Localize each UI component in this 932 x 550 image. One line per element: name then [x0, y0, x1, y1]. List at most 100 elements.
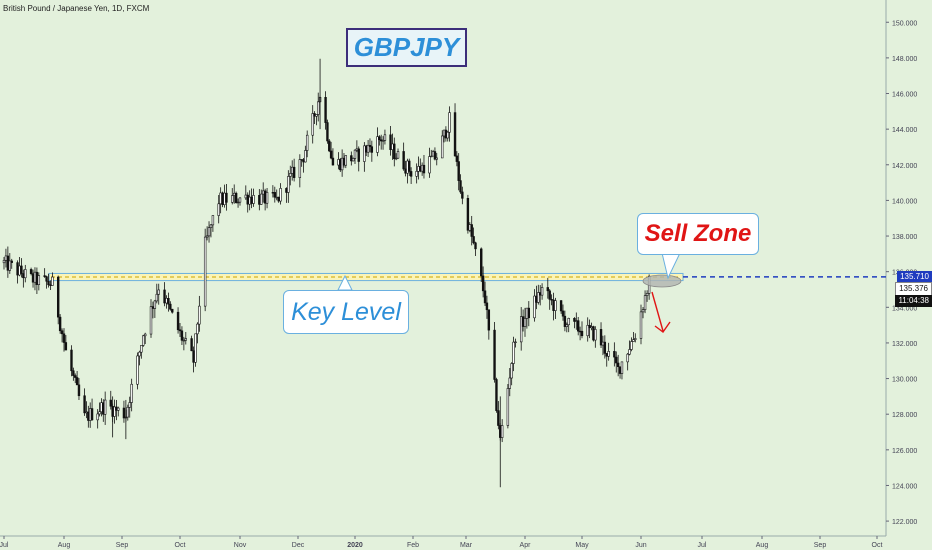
- candle-body: [594, 329, 597, 341]
- candle-body: [563, 315, 567, 327]
- candle-body: [500, 425, 504, 438]
- candle-body: [441, 135, 444, 159]
- countdown-tag: 11:04:38: [895, 294, 932, 307]
- candle-body: [128, 402, 131, 408]
- candle-body: [639, 311, 643, 339]
- candle-body: [113, 406, 116, 417]
- candle-body: [180, 330, 184, 341]
- candle-body: [2, 259, 6, 264]
- candle-body: [236, 201, 240, 204]
- candle-body: [497, 410, 500, 426]
- candle-body: [167, 298, 170, 305]
- candle-body: [263, 190, 267, 204]
- candle-body: [389, 134, 392, 150]
- candle-body: [329, 150, 333, 159]
- candle-body: [535, 295, 538, 303]
- candle-body: [10, 260, 13, 263]
- x-tick-label: Oct: [175, 542, 186, 549]
- candle-body: [192, 350, 195, 363]
- candle-body: [163, 289, 166, 304]
- candle-body: [271, 192, 275, 194]
- candle-body: [428, 156, 431, 174]
- candle-body: [217, 203, 220, 216]
- candle-body: [47, 280, 50, 286]
- candle-body: [265, 192, 269, 204]
- chart-title: GBPJPY: [353, 32, 460, 62]
- candle-body: [363, 145, 366, 162]
- candle-body: [190, 338, 193, 352]
- candle-body: [31, 273, 35, 283]
- candle-body: [117, 407, 120, 411]
- candle-body: [56, 276, 60, 318]
- candle-body: [493, 329, 496, 380]
- candle-body: [481, 275, 485, 292]
- candle-body: [406, 160, 409, 174]
- candle-body: [508, 377, 511, 389]
- candle-body: [402, 151, 405, 170]
- candle-body: [368, 144, 372, 148]
- candle-body: [495, 379, 498, 411]
- candle-body: [203, 236, 207, 307]
- candle-body: [433, 151, 437, 160]
- candle-body: [258, 195, 261, 205]
- x-tick-label: Jul: [0, 542, 9, 549]
- candle-body: [85, 411, 88, 414]
- candle-body: [90, 408, 94, 421]
- candle-body: [275, 196, 278, 199]
- candle-body: [457, 161, 460, 181]
- candle-body: [540, 287, 544, 296]
- x-tick-label: Mar: [460, 542, 473, 549]
- candle-body: [300, 159, 303, 161]
- y-tick-label: 130.000: [892, 377, 917, 384]
- candle-body: [292, 166, 296, 178]
- candle-body: [578, 330, 582, 333]
- candle-body: [552, 299, 555, 311]
- candle-body: [260, 193, 263, 205]
- candle-body: [219, 192, 222, 205]
- candle-body: [506, 388, 510, 426]
- candle-body: [575, 320, 578, 322]
- candle-body: [252, 195, 255, 204]
- candle-body: [246, 194, 249, 205]
- candle-body: [315, 114, 318, 117]
- x-tick-label: Aug: [756, 542, 769, 549]
- chart-title-box: GBPJPY: [346, 28, 467, 67]
- candle-body: [176, 311, 180, 331]
- candle-body: [45, 276, 48, 282]
- candle-body: [22, 273, 25, 279]
- candle-body: [234, 192, 238, 203]
- candle-body: [350, 155, 353, 162]
- candle-body: [554, 300, 557, 311]
- candle-body: [238, 197, 242, 203]
- candle-body: [302, 159, 305, 163]
- candle-body: [586, 324, 589, 337]
- candle-body: [630, 341, 633, 350]
- candle-body: [643, 295, 647, 311]
- y-tick-label: 148.000: [892, 56, 917, 63]
- candle-body: [641, 309, 645, 313]
- candle-body: [60, 330, 64, 335]
- candle-body: [430, 155, 433, 158]
- x-tick-label: Oct: [872, 542, 883, 549]
- candle-body: [378, 136, 381, 141]
- candle-body: [590, 326, 593, 329]
- candle-body: [244, 194, 247, 199]
- candle-body: [130, 383, 133, 403]
- y-tick-label: 122.000: [892, 519, 917, 526]
- candle-body: [18, 265, 21, 276]
- candle-body: [77, 384, 81, 397]
- candle-body: [381, 140, 385, 142]
- candle-body: [620, 361, 624, 374]
- candle-body: [519, 316, 523, 343]
- candle-body: [102, 402, 105, 415]
- candle-body: [24, 269, 27, 279]
- candle-body: [151, 306, 155, 309]
- candle-body: [588, 324, 591, 329]
- candle-body: [459, 180, 462, 193]
- candle-body: [357, 148, 360, 162]
- candle-body: [376, 136, 379, 153]
- candle-body: [109, 399, 112, 407]
- candle-body: [567, 318, 570, 326]
